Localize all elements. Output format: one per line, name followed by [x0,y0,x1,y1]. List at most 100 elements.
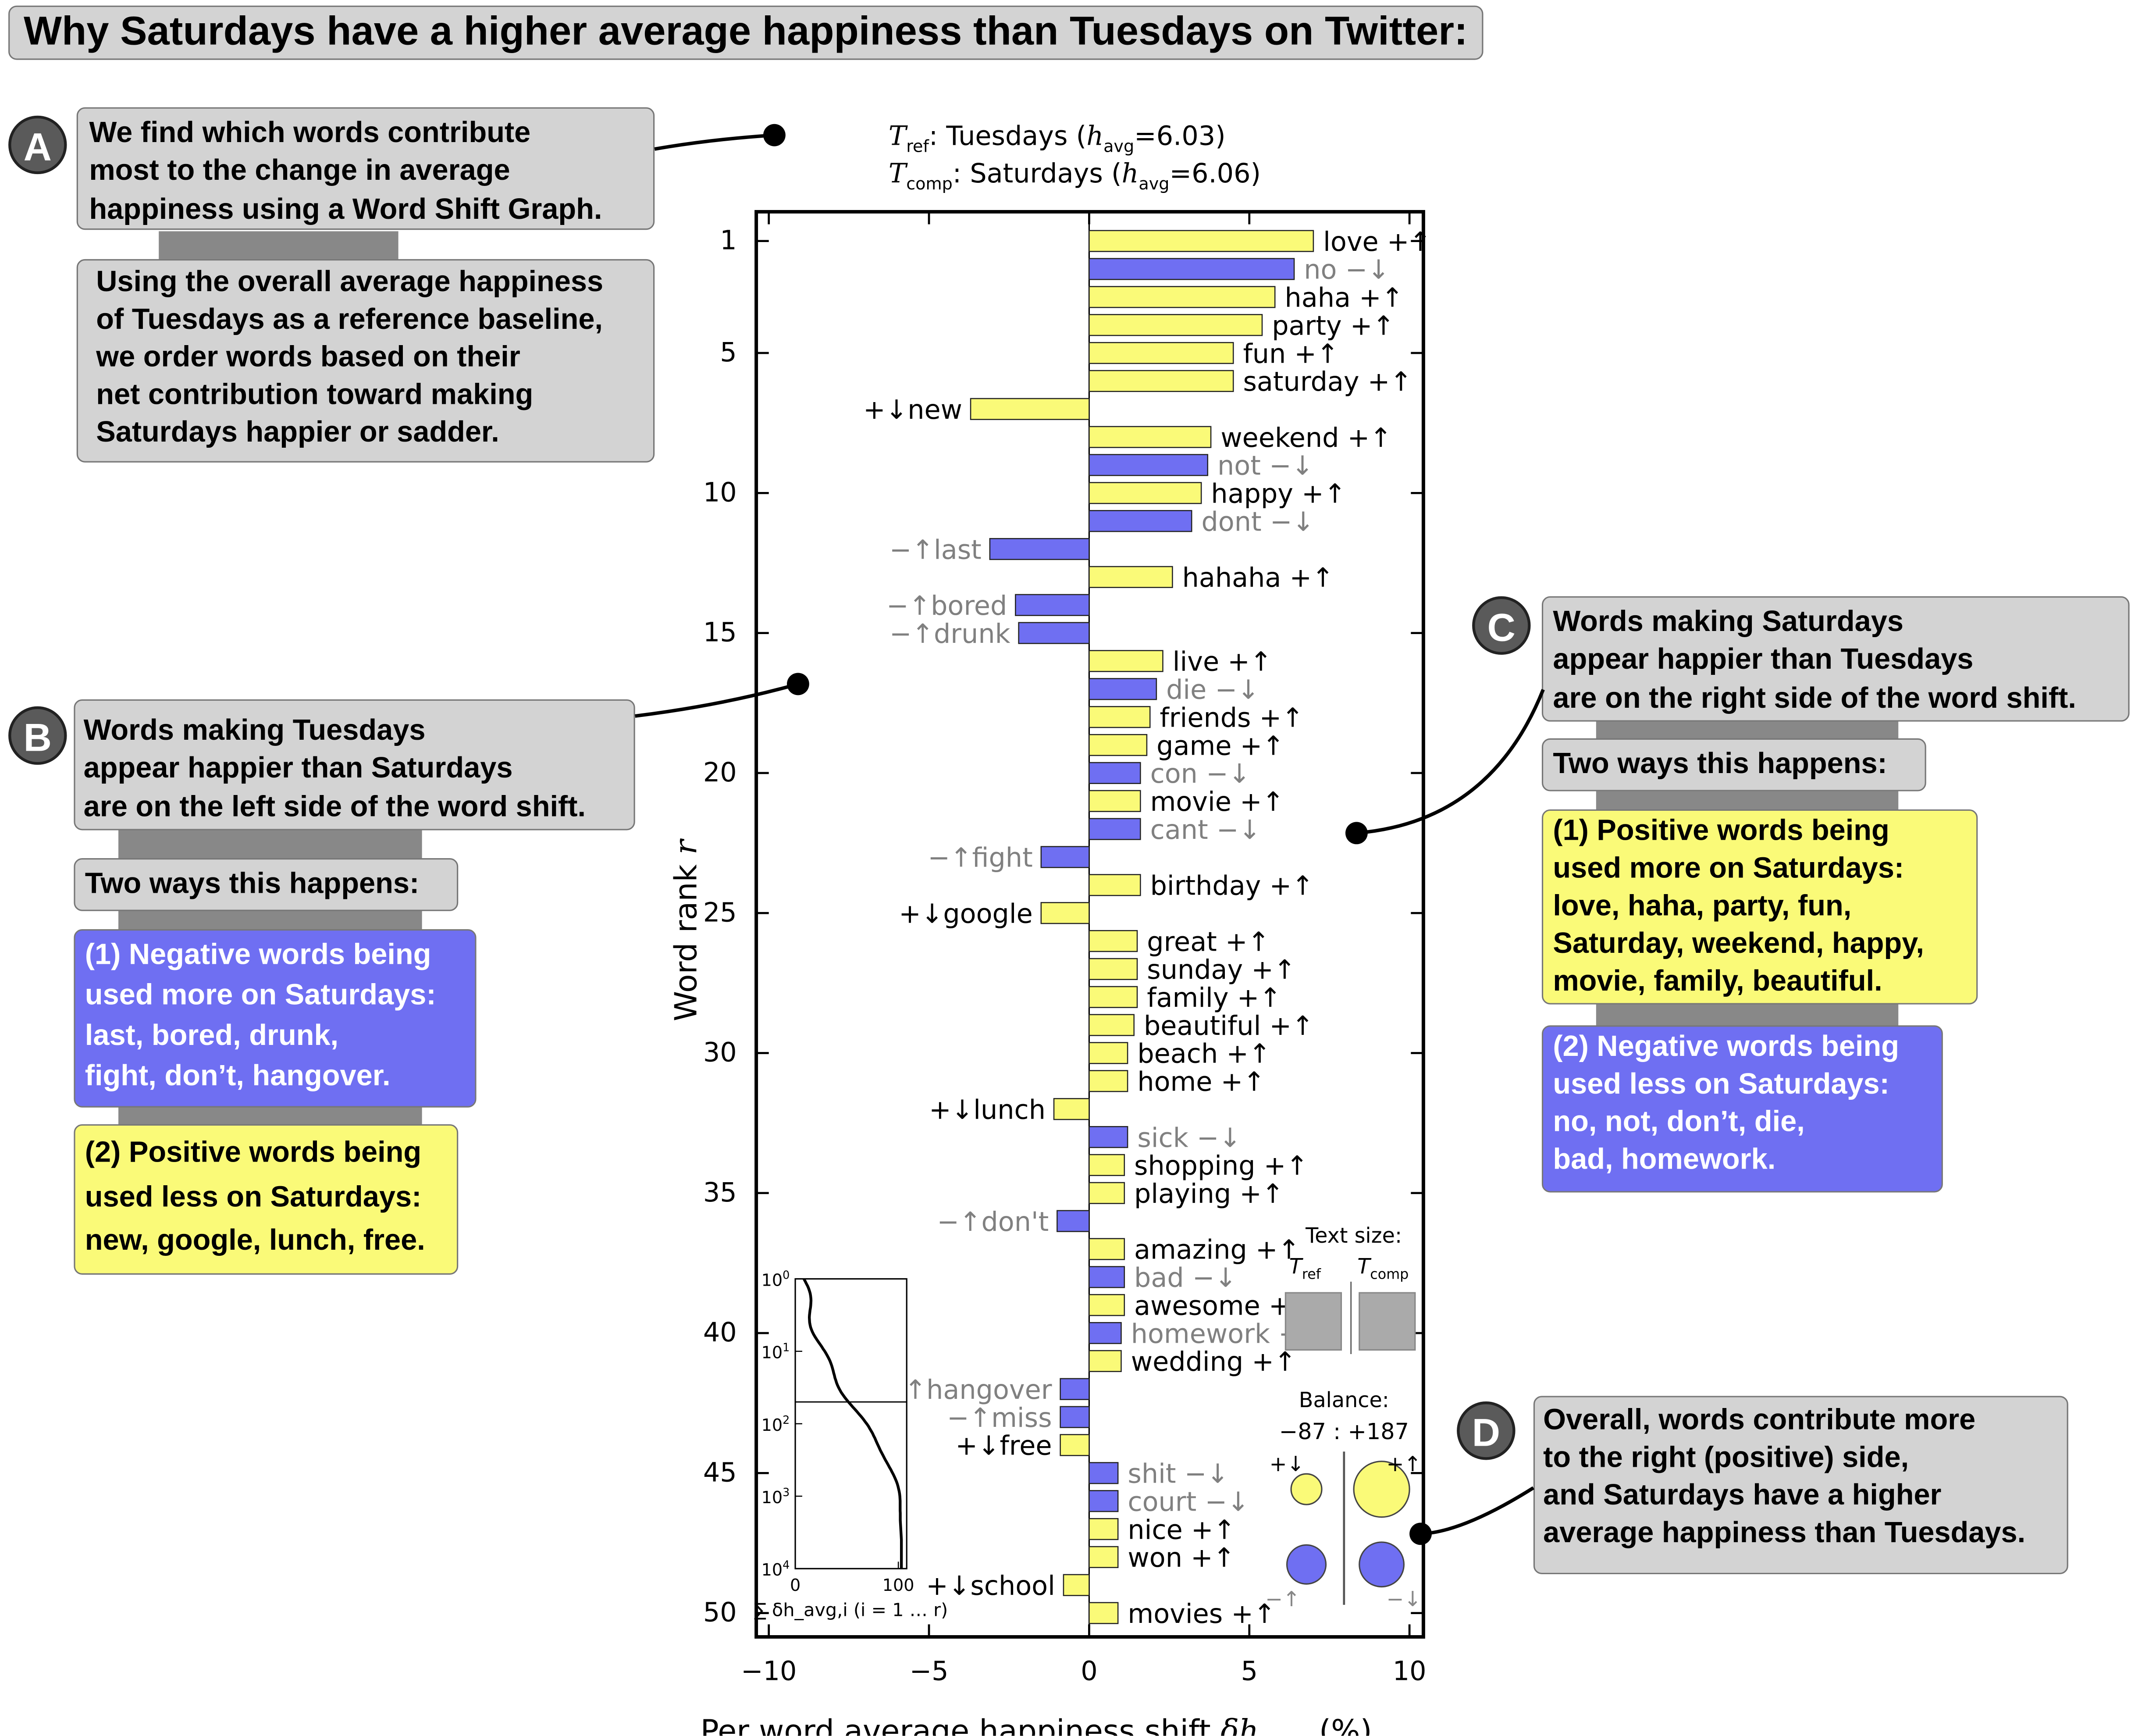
inset-x-tick-label: 100 [882,1576,914,1595]
word-label-new: +↓new [863,395,962,425]
bar-wedding [1089,1350,1122,1372]
badge-a: A [8,115,67,175]
bar-not [1089,454,1209,476]
line: net contribution toward making [96,378,534,411]
bar-dont [1089,510,1192,532]
word-label-hangover: −↑hangover [882,1375,1052,1405]
text-size-ref-label: Tref [1289,1255,1321,1283]
word-label-beautiful: beautiful +↑ [1144,1011,1314,1041]
text-size-comp-box [1359,1292,1416,1351]
word-label-bored: −↑bored [886,591,1007,621]
word-label-playing: playing +↑ [1134,1179,1284,1209]
bar-game [1089,734,1148,756]
x-axis-title: Per word average happiness shift δhavg,r… [701,1713,1372,1736]
line: bad, homework. [1553,1143,1776,1176]
word-label-beach: beach +↑ [1137,1039,1270,1069]
x-tick-label: 5 [1241,1656,1258,1686]
bar-don't [1057,1210,1090,1232]
line: (1) Positive words being [1553,815,1889,847]
word-label-no: no −↓ [1304,255,1390,285]
word-label-school: +↓school [926,1571,1055,1601]
word-label-family: family +↑ [1147,983,1281,1013]
bar-google [1040,902,1090,924]
word-label-wedding: wedding +↑ [1131,1347,1296,1377]
bar-shopping [1089,1154,1125,1176]
bar-great [1089,930,1138,952]
word-label-dont: dont −↓ [1201,506,1314,537]
y-tick-label: 10 [703,477,737,508]
word-label-love: love +↑ [1323,227,1431,257]
bar-school [1063,1574,1090,1596]
word-label-weekend: weekend +↑ [1220,423,1391,453]
text-size-title: Text size: [1305,1224,1402,1248]
y-tick-label: 40 [703,1317,737,1348]
callout-line-d [1420,1486,1534,1536]
word-label-sick: sick −↓ [1137,1123,1241,1153]
x-tick-label: −5 [910,1656,949,1686]
bar-movies [1089,1602,1119,1624]
balance-neg-decrease-circle [1359,1541,1405,1588]
bar-playing [1089,1182,1125,1204]
badge-c: C [1472,596,1531,655]
badge-d: D [1457,1401,1516,1460]
y-tick-label: 1 [720,225,736,256]
bar-nice [1089,1518,1119,1540]
word-label-con: con −↓ [1150,759,1251,789]
line: most to the change in average [89,155,510,187]
balance-label-pos-increase: +↑ [1386,1452,1421,1476]
bar-sick [1089,1126,1128,1148]
line: are on the left side of the word shift. [83,791,586,823]
word-label-lunch: +↓lunch [929,1094,1046,1125]
line: no, not, don’t, die, [1553,1105,1805,1138]
line: used less on Saturdays: [85,1180,422,1213]
word-label-party: party +↑ [1272,310,1395,341]
panel-b-ways: Two ways this happens: [74,858,459,911]
bar-last [989,538,1090,560]
panel-c-ways: Two ways this happens: [1541,738,1926,791]
bar-family [1089,986,1138,1008]
y-tick-label: 15 [703,617,737,648]
word-label-cant: cant −↓ [1150,815,1261,845]
line: fight, don’t, hangover. [85,1060,391,1092]
panel-a-intro: We find which words contribute most to t… [76,107,655,230]
ref-label: Tuesdays [946,121,1067,151]
word-label-die: die −↓ [1166,675,1259,706]
panel-b-positive-words: (2) Positive words being used less on Sa… [74,1124,459,1275]
line: are on the right side of the word shift. [1553,682,2076,714]
bar-con [1089,762,1141,784]
word-label-drunk: −↑drunk [889,619,1010,649]
bar-beautiful [1089,1014,1135,1036]
panel-b-negative-words: (1) Negative words being used more on Sa… [74,929,477,1108]
word-label-fun: fun +↑ [1243,339,1338,369]
bar-die [1089,678,1157,700]
bar-friends [1089,706,1151,728]
y-tick-label: 50 [703,1597,737,1628]
line: new, google, lunch, free. [85,1224,425,1257]
balance-label-pos-decrease: +↓ [1270,1452,1305,1476]
bar-fight [1040,846,1090,868]
bar-court [1089,1490,1119,1512]
callout-line-b [635,682,799,718]
word-label-amazing: amazing +↑ [1134,1235,1300,1265]
word-label-hahaha: hahaha +↑ [1182,563,1334,593]
x-tick-label: 10 [1393,1656,1427,1686]
word-label-game: game +↑ [1156,731,1284,761]
bar-won [1089,1546,1119,1568]
balance-label-neg-increase: −↑ [1265,1587,1300,1611]
balance-pos-decrease-circle [1290,1473,1323,1505]
word-label-google: +↓google [899,898,1033,929]
page-title: Why Saturdays have a higher average happ… [8,5,1483,60]
balance-title: Balance: [1299,1388,1389,1412]
bar-hangover [1060,1378,1090,1400]
word-label-birthday: birthday +↑ [1150,871,1314,902]
line: average happiness than Tuesdays. [1543,1516,2026,1549]
text-size-ref-box [1284,1292,1342,1351]
bar-shit [1089,1462,1119,1484]
connector [1596,719,1899,741]
ref-havg: 6.03 [1156,121,1215,151]
callout-line-a [654,133,775,151]
line: used more on Saturdays: [85,979,436,1012]
bar-love [1089,230,1314,252]
line: we order words based on their [96,341,520,373]
